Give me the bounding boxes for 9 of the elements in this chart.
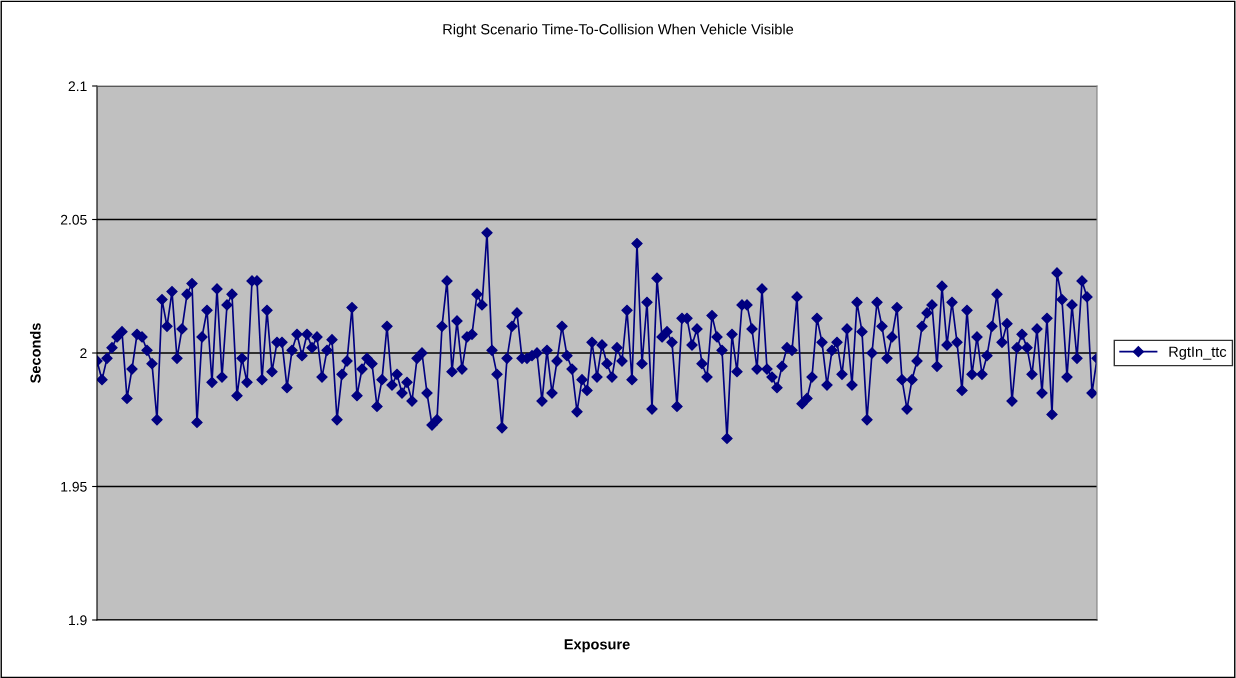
x-axis-title: Exposure <box>564 639 630 653</box>
legend-label: RgtIn_ttc <box>1169 346 1227 360</box>
y-tick-label: 2 <box>80 348 87 359</box>
y-tick-label: 2.1 <box>68 81 87 92</box>
y-axis-title: Seconds <box>29 323 41 383</box>
y-tick-label: 1.95 <box>61 481 87 492</box>
y-tick-label: 2.05 <box>60 214 87 225</box>
chart-title: Right Scenario Time-To-Collision When Vehicle Visible <box>443 23 794 38</box>
y-tick-label: 1.9 <box>69 615 87 626</box>
